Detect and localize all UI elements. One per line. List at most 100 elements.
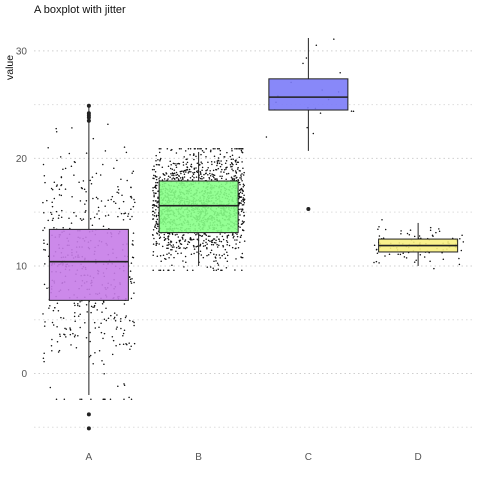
jitter-point <box>153 186 156 189</box>
jitter-point <box>130 398 133 401</box>
jitter-point <box>152 200 155 202</box>
jitter-point <box>75 347 78 349</box>
jitter-point <box>51 205 54 208</box>
jitter-point <box>155 242 158 245</box>
jitter-point <box>226 260 229 262</box>
jitter-point <box>176 163 178 165</box>
jitter-point <box>74 304 76 307</box>
jitter-point <box>100 331 103 334</box>
jitter-point <box>82 180 85 182</box>
jitter-point <box>216 246 219 248</box>
jitter-point <box>200 161 202 163</box>
jitter-point <box>378 225 380 228</box>
jitter-point <box>233 175 235 177</box>
jitter-point <box>241 151 244 154</box>
jitter-point <box>115 345 117 347</box>
jitter-point <box>114 202 117 205</box>
jitter-point <box>53 181 56 183</box>
jitter-point <box>199 170 202 173</box>
jitter-point <box>167 178 169 180</box>
jitter-point <box>209 150 212 153</box>
jitter-point <box>79 326 81 329</box>
jitter-point <box>400 230 402 232</box>
jitter-point <box>128 276 131 278</box>
jitter-point <box>105 319 108 322</box>
jitter-point <box>218 254 221 256</box>
jitter-point <box>212 169 215 172</box>
jitter-point <box>72 332 74 335</box>
jitter-point <box>238 196 241 198</box>
jitter-point <box>85 199 88 202</box>
jitter-point <box>170 173 172 175</box>
jitter-point <box>241 269 243 271</box>
jitter-point <box>432 235 434 237</box>
jitter-point <box>73 336 76 338</box>
jitter-point <box>130 345 132 347</box>
jitter-point <box>189 147 192 150</box>
jitter-point <box>205 169 207 172</box>
jitter-point <box>236 168 239 170</box>
jitter-point <box>152 210 155 213</box>
jitter-point <box>409 229 412 231</box>
jitter-point <box>160 147 162 150</box>
jitter-point <box>221 269 223 271</box>
jitter-point <box>98 217 101 220</box>
jitter-point <box>226 241 229 244</box>
jitter-point <box>59 333 61 336</box>
jitter-point <box>168 256 170 259</box>
jitter-point <box>173 246 175 248</box>
jitter-point <box>175 250 177 253</box>
jitter-point <box>423 256 426 258</box>
jitter-point <box>182 260 184 262</box>
jitter-point <box>162 173 164 175</box>
jitter-point <box>169 167 172 170</box>
jitter-point <box>49 305 51 307</box>
jitter-point <box>155 187 157 190</box>
jitter-point <box>201 178 203 180</box>
jitter-point <box>184 255 187 258</box>
jitter-point <box>152 228 155 231</box>
jitter-point <box>172 177 175 179</box>
jitter-point <box>239 177 241 179</box>
jitter-point <box>107 199 109 201</box>
jitter-point <box>219 175 221 177</box>
jitter-point <box>213 253 215 256</box>
jitter-point <box>154 224 157 226</box>
jitter-point <box>126 343 128 346</box>
jitter-point <box>77 334 79 337</box>
jitter-point <box>52 324 55 326</box>
jitter-point <box>182 161 185 163</box>
jitter-point <box>227 234 230 236</box>
jitter-point <box>153 194 155 196</box>
jitter-point <box>157 163 159 166</box>
jitter-point <box>52 217 54 220</box>
jitter-point <box>243 215 245 217</box>
jitter-point <box>170 149 172 151</box>
jitter-point <box>125 151 128 154</box>
jitter-point <box>97 206 100 209</box>
jitter-point <box>241 147 244 150</box>
jitter-point <box>406 232 409 235</box>
jitter-point <box>382 237 385 239</box>
x-tick-label: D <box>415 452 422 463</box>
jitter-point <box>131 243 134 245</box>
box-A <box>48 228 129 301</box>
jitter-point <box>43 239 45 241</box>
jitter-point <box>177 178 180 180</box>
jitter-point <box>155 205 158 207</box>
jitter-point <box>186 166 188 168</box>
jitter-point <box>231 150 233 152</box>
jitter-point <box>240 256 243 259</box>
jitter-point <box>205 234 208 237</box>
jitter-point <box>224 257 227 260</box>
jitter-point <box>153 165 155 167</box>
jitter-point <box>238 189 241 192</box>
jitter-point <box>206 243 208 245</box>
jitter-point <box>78 305 81 307</box>
jitter-point <box>193 248 196 250</box>
jitter-point <box>226 251 228 253</box>
jitter-point <box>165 258 167 261</box>
jitter-point <box>195 246 197 248</box>
jitter-point <box>183 169 186 172</box>
jitter-point <box>50 187 53 190</box>
